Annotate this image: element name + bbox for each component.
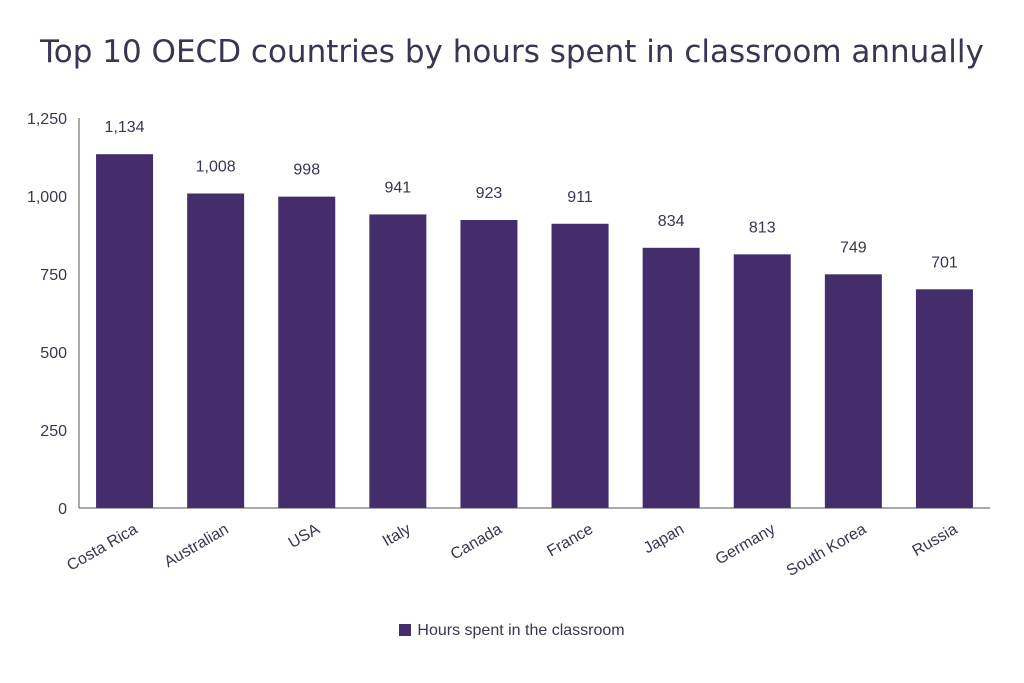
bar [733, 254, 791, 508]
bar [824, 274, 882, 508]
bar [460, 220, 518, 509]
y-tick-label: 0 [58, 501, 67, 518]
x-tick-label: Italy [380, 521, 414, 550]
data-label: 941 [384, 179, 411, 196]
bar [369, 214, 427, 508]
x-tick-label: Costa Rica [64, 521, 140, 575]
data-label: 911 [567, 189, 593, 206]
legend-swatch [399, 624, 412, 636]
data-label: 923 [476, 185, 503, 202]
bar [187, 193, 245, 508]
bar [642, 247, 700, 509]
data-label: 1,134 [105, 119, 145, 136]
data-label: 998 [293, 162, 320, 179]
legend: Hours spent in the classroom [0, 622, 1024, 640]
data-label: 813 [749, 219, 776, 236]
bar [96, 154, 154, 508]
y-tick-label: 1,250 [27, 111, 67, 128]
x-tick-label: USA [286, 521, 323, 552]
data-label: 749 [840, 239, 867, 256]
x-tick-label: France [544, 521, 596, 561]
y-tick-label: 750 [40, 267, 67, 284]
x-tick-label: Russia [910, 521, 961, 560]
chart-title: Top 10 OECD countries by hours spent in … [40, 34, 984, 70]
data-label: 701 [931, 254, 958, 271]
data-label: 1,008 [196, 159, 236, 176]
legend-label: Hours spent in the classroom [417, 622, 625, 639]
y-tick-label: 1,000 [27, 189, 67, 206]
bar [915, 289, 973, 508]
x-tick-label: Canada [448, 521, 505, 564]
x-tick-label: Australian [162, 521, 232, 571]
data-label: 834 [658, 213, 685, 230]
x-tick-label: Germany [713, 521, 778, 569]
y-tick-label: 250 [40, 423, 67, 440]
x-tick-label: Japan [641, 521, 687, 558]
bar [551, 223, 609, 508]
x-tick-label: South Korea [784, 521, 870, 580]
y-tick-label: 500 [40, 345, 67, 362]
bar [278, 196, 336, 508]
